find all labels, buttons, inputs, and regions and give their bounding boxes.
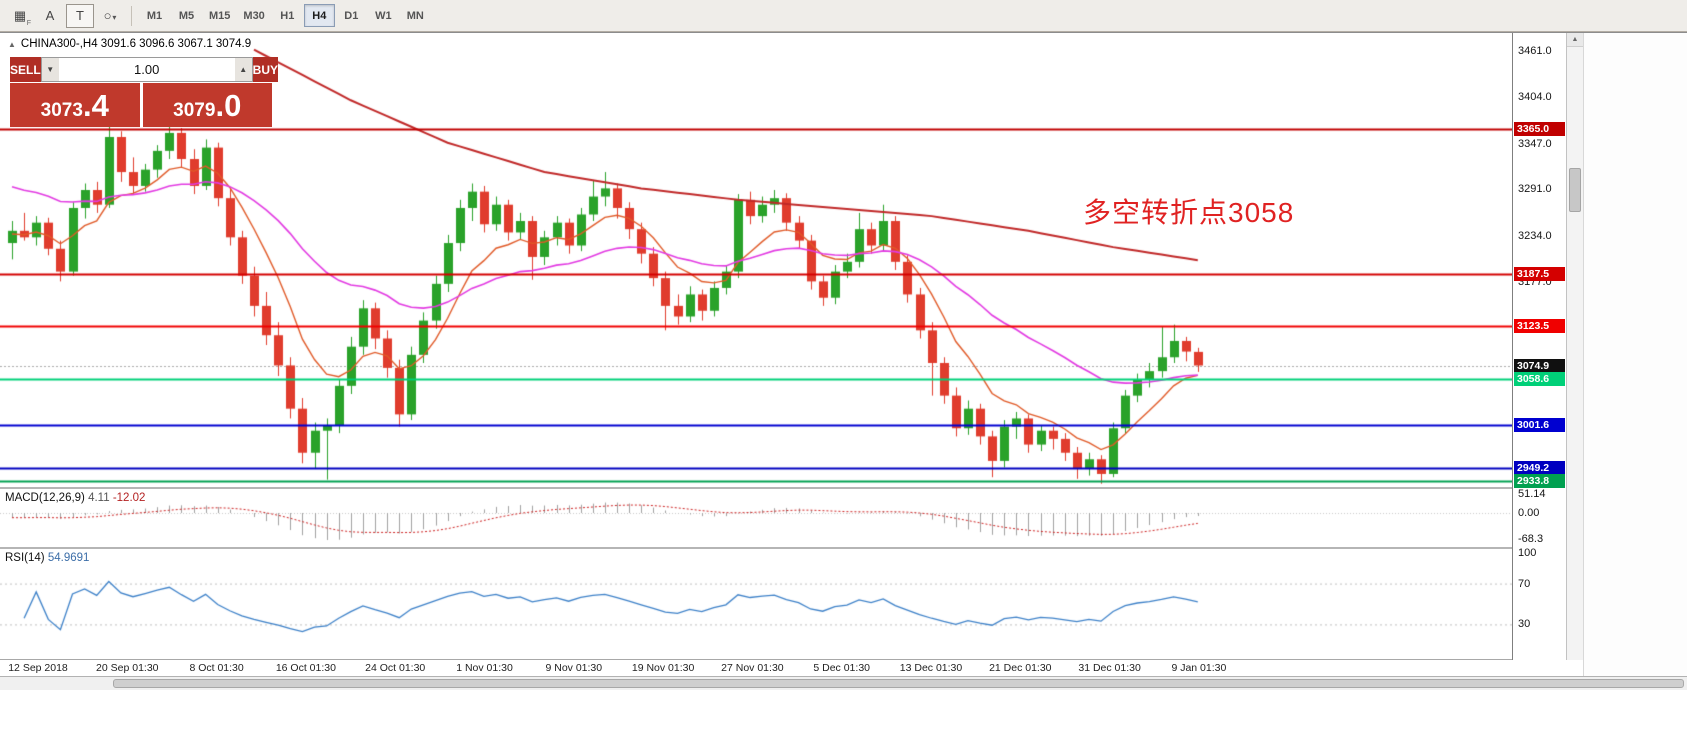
macd-canvas[interactable] [0,489,1512,547]
symbol-info: ▲ CHINA300-,H4 3091.6 3096.6 3067.1 3074.… [8,38,251,50]
time-tick: 1 Nov 01:30 [456,662,513,674]
rsi-value: 54.9691 [47,552,90,564]
time-tick: 20 Sep 01:30 [96,662,159,674]
rsi-tick: 100 [1518,547,1537,559]
pane-separator-rsi[interactable] [0,547,1583,549]
timeframe-button-h1[interactable]: H1 [272,4,303,27]
timeframe-button-mn[interactable]: MN [400,4,431,27]
macd-tick: 0.00 [1518,507,1540,519]
right-margin [1583,33,1687,676]
timeframe-button-m30[interactable]: M30 [237,4,270,27]
price-level-badge: 2933.8 [1514,473,1565,488]
volume-decrease-button[interactable]: ▼ [41,58,59,81]
toolbar: ▦ F A T ○▾ M1 M5 M15 M30 H1 H4 D1 W1 MN [0,0,1687,32]
toolbar-tools: ▦ F A T ○▾ [6,3,124,28]
price-tick: 3347.0 [1518,137,1552,150]
text-a-tool-icon[interactable]: A [36,4,64,28]
vertical-scrollbar[interactable]: ▲ [1566,33,1583,660]
rsi-label: RSI(14) 54.9691 [5,552,89,564]
timeframe-button-h4[interactable]: H4 [303,4,335,27]
chart-annotation: 多空转折点3058 [1083,197,1295,228]
macd-name: MACD(12,26,9) [5,492,85,504]
price-tick: 3234.0 [1518,229,1552,242]
rsi-canvas[interactable] [0,549,1512,659]
buy-price-frac: .0 [215,88,242,123]
time-tick: 16 Oct 01:30 [275,662,336,674]
time-axis-separator [0,659,1583,660]
macd-signal-value: -12.02 [112,492,146,504]
rsi-tick: 70 [1518,577,1531,590]
toolbar-separator [131,5,132,26]
shapes-tool-icon[interactable]: ○▾ [96,4,124,28]
timeframe-button-w1[interactable]: W1 [368,4,399,27]
timeframe-button-d1[interactable]: D1 [336,4,367,27]
timeframe-bar: M1 M5 M15 M30 H1 H4 D1 W1 MN [139,4,431,27]
macd-main-value: 4.11 [88,492,110,504]
rsi-tick: 30 [1518,618,1531,631]
chart-window: ▲ CHINA300-,H4 3091.6 3096.6 3067.1 3074.… [0,32,1687,738]
buy-button[interactable]: BUY [252,57,279,82]
symbol-ohlc-text: CHINA300-,H4 3091.6 3096.6 3067.1 3074.9 [20,38,252,50]
time-tick: 5 Dec 01:30 [813,662,870,674]
timeframe-button-m1[interactable]: M1 [139,4,170,27]
timeframe-button-m5[interactable]: M5 [171,4,202,27]
time-tick: 27 Nov 01:30 [721,662,784,674]
collapse-trade-panel-icon[interactable]: ▲ [8,40,16,49]
macd-label: MACD(12,26,9) 4.11 -12.02 [5,492,145,504]
time-tick: 8 Oct 01:30 [189,662,244,674]
time-tick: 21 Dec 01:30 [989,662,1052,674]
buy-price-int: 3079 [173,100,216,121]
rsi-name: RSI(14) [5,552,45,564]
price-tick: 3461.0 [1518,44,1552,57]
text-box-tool-icon[interactable]: T [66,3,94,28]
timeframe-button-m15[interactable]: M15 [203,4,236,27]
volume-spinner: ▼ ▲ [40,57,253,82]
horizontal-scroll-thumb[interactable] [113,679,1684,688]
macd-tick: -68.3 [1518,532,1544,545]
cursor-grid-icon[interactable]: ▦ F [6,4,34,28]
price-tick: 3404.0 [1518,91,1552,103]
bottom-strip [0,690,1687,738]
sell-price-display[interactable]: 3073.4 [10,83,140,127]
price-level-badge: 3074.9 [1514,358,1565,373]
volume-input[interactable] [58,58,235,81]
one-click-trading-panel: SELL ▼ ▲ BUY 3073.4 3079.0 [10,57,279,127]
price-level-badge: 3123.5 [1514,318,1565,333]
time-tick: 12 Sep 2018 [8,662,68,674]
price-level-badge: 3001.6 [1514,418,1565,433]
price-level-badge: 2949.2 [1514,461,1565,476]
price-level-badge: 3187.5 [1514,266,1565,281]
sell-price-frac: .4 [82,88,109,123]
price-axis[interactable]: 3461.0 3404.0 3347.0 3291.0 3234.0 3177.0 3365… [1512,33,1566,660]
horizontal-scrollbar[interactable] [0,676,1687,690]
scroll-up-arrow-icon[interactable]: ▲ [1567,33,1583,47]
pane-separator-macd[interactable] [0,487,1583,489]
buy-price-display[interactable]: 3079.0 [142,83,272,127]
time-tick: 13 Dec 01:30 [899,662,963,674]
volume-increase-button[interactable]: ▲ [234,58,252,81]
time-tick: 31 Dec 01:30 [1078,662,1141,674]
price-tick: 3291.0 [1518,183,1552,196]
time-axis[interactable]: 12 Sep 2018 20 Sep 01:30 8 Oct 01:30 16 Oct… [0,660,1583,676]
vertical-scroll-thumb[interactable] [1569,168,1581,212]
sell-price-int: 3073 [40,100,83,121]
time-tick: 9 Nov 01:30 [545,662,603,674]
time-tick: 19 Nov 01:30 [631,662,695,674]
time-tick: 24 Oct 01:30 [365,662,426,674]
time-tick: 9 Jan 01:30 [1171,662,1227,674]
macd-tick: 51.14 [1518,487,1546,500]
price-level-badge: 3058.6 [1514,371,1565,386]
sell-button[interactable]: SELL [10,57,41,82]
price-level-badge: 3365.0 [1514,121,1565,136]
